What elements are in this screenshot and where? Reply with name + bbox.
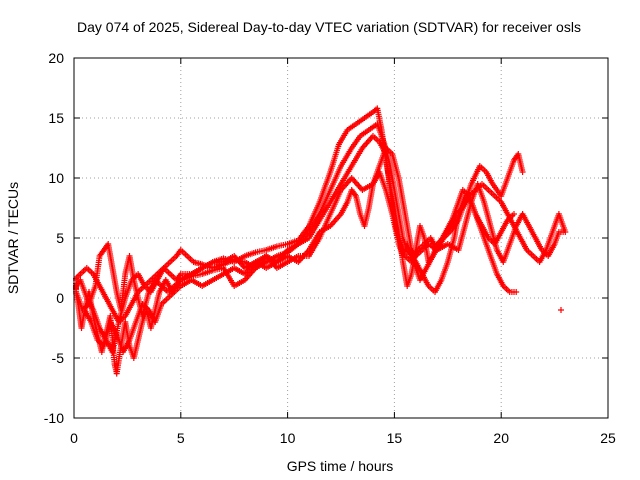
x-tick-label: 15 — [387, 430, 403, 446]
chart-title: Day 074 of 2025, Sidereal Day-to-day VTE… — [77, 19, 581, 35]
data-point — [558, 307, 564, 313]
x-tick-label: 20 — [493, 430, 509, 446]
y-tick-label: -10 — [44, 410, 64, 426]
x-tick-label: 10 — [280, 430, 296, 446]
x-tick-label: 5 — [177, 430, 185, 446]
y-tick-label: 15 — [48, 110, 64, 126]
grid-lines — [74, 58, 608, 418]
y-axis-label: SDTVAR / TECUs — [5, 182, 21, 294]
x-tick-label: 25 — [600, 430, 616, 446]
y-tick-label: 5 — [56, 230, 64, 246]
data-point — [519, 169, 526, 175]
y-tick-label: 0 — [56, 290, 64, 306]
x-tick-label: 0 — [70, 430, 78, 446]
x-axis-ticks: 0 5 10 15 20 25 — [70, 58, 616, 446]
plot-frame — [73, 57, 609, 419]
data-point — [511, 211, 517, 217]
y-tick-label: 20 — [48, 50, 64, 66]
y-axis-ticks: -10 -5 0 5 10 15 20 — [44, 50, 608, 426]
y-tick-label: -5 — [52, 350, 65, 366]
data-point — [513, 289, 520, 295]
data-points — [73, 105, 569, 377]
x-axis-label: GPS time / hours — [287, 458, 394, 474]
y-tick-label: 10 — [48, 170, 64, 186]
data-point — [562, 229, 569, 235]
